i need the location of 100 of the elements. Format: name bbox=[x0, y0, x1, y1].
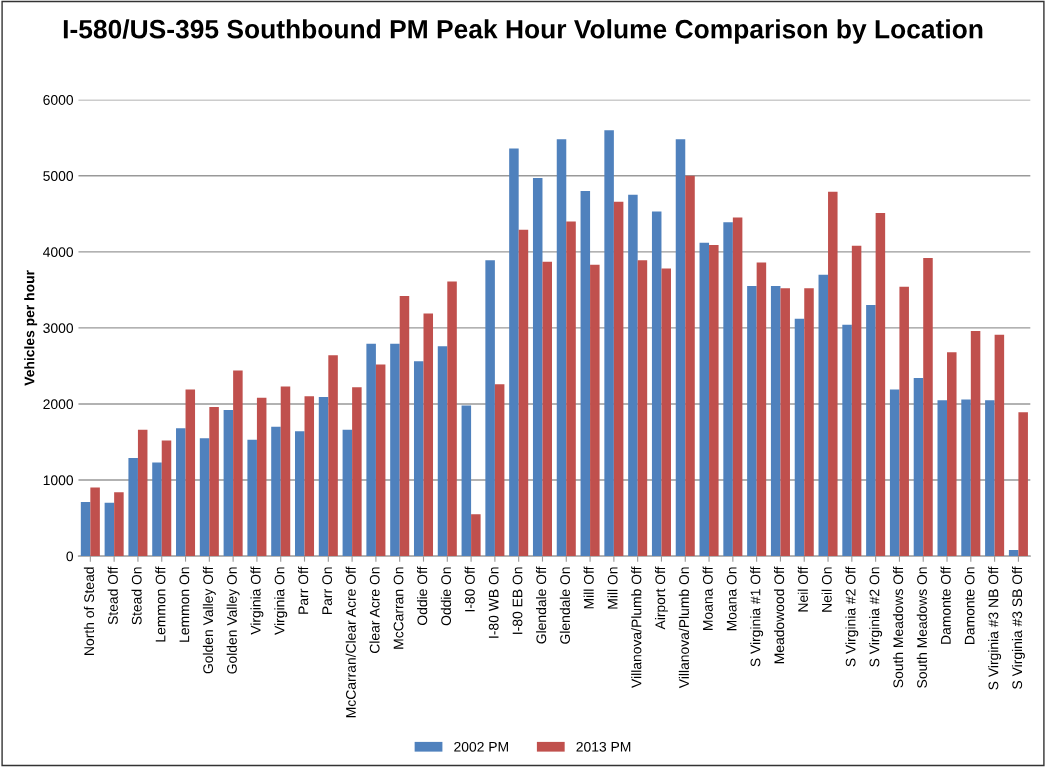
x-tick-label: Meadowood Off bbox=[773, 566, 785, 664]
x-tick-label: Stead On bbox=[131, 567, 142, 625]
bar bbox=[199, 438, 210, 557]
x-tick-label: Villanova/Plumb On bbox=[678, 567, 689, 689]
x-tick-label: I-80 Off bbox=[464, 566, 475, 612]
y-tick-label: 5000 bbox=[43, 171, 74, 181]
bar bbox=[613, 201, 624, 557]
bar bbox=[794, 318, 805, 557]
x-tick-label: Mill On bbox=[607, 567, 618, 609]
y-tick-label: 1000 bbox=[43, 475, 74, 486]
x-tick-label: Moana Off bbox=[702, 566, 713, 630]
bar bbox=[747, 286, 757, 557]
bar bbox=[342, 429, 353, 557]
bar bbox=[161, 440, 172, 557]
bar bbox=[90, 487, 100, 557]
bar bbox=[675, 139, 686, 557]
bar bbox=[518, 229, 529, 557]
bar bbox=[280, 386, 291, 557]
x-tick-label: Damonte On bbox=[964, 567, 975, 645]
bar bbox=[137, 429, 148, 557]
bar bbox=[913, 378, 924, 557]
x-tick-label: S Virginia #2 Off bbox=[845, 566, 859, 667]
bar bbox=[328, 355, 338, 557]
x-tick-label: Virginia Off bbox=[250, 566, 264, 635]
bar bbox=[732, 217, 743, 557]
x-tick-label: S Virginia #3 SB Off bbox=[1011, 566, 1025, 689]
bar bbox=[304, 396, 315, 557]
bar bbox=[471, 514, 481, 557]
y-tick-label: 3000 bbox=[43, 323, 74, 334]
bar bbox=[128, 457, 138, 557]
bar bbox=[1008, 549, 1019, 557]
x-tick-label: Airport Off bbox=[654, 566, 668, 630]
bar bbox=[366, 343, 376, 557]
x-tick-label: Golden Valley On bbox=[226, 567, 240, 674]
x-tick-label: Villanova/Plumb Off bbox=[631, 566, 642, 688]
bar bbox=[780, 288, 790, 557]
bar bbox=[247, 439, 257, 557]
bar bbox=[532, 178, 543, 557]
bar bbox=[375, 364, 386, 557]
bar bbox=[509, 148, 519, 557]
bar bbox=[114, 492, 124, 557]
x-tick-label: Parr Off bbox=[298, 566, 309, 614]
bar bbox=[723, 222, 733, 557]
bar bbox=[413, 361, 424, 557]
bar bbox=[961, 399, 971, 557]
bar bbox=[399, 295, 410, 557]
legend-label: 2013 PM bbox=[576, 741, 631, 752]
x-tick-label: North of Stead bbox=[83, 567, 95, 655]
bar bbox=[447, 281, 457, 557]
bar bbox=[1018, 412, 1028, 557]
bar bbox=[176, 428, 186, 557]
x-tick-label: I-80 WB On bbox=[488, 567, 499, 638]
bar bbox=[709, 244, 719, 557]
chart-title: I-580/US-395 Southbound PM Peak Hour Volume Comparison by Location bbox=[63, 19, 983, 44]
bar bbox=[851, 245, 862, 557]
x-tick-label: Neil On bbox=[821, 567, 832, 612]
bar bbox=[770, 286, 781, 557]
x-tick-label: South Meadows On bbox=[916, 567, 927, 688]
bar bbox=[923, 257, 933, 557]
bar bbox=[818, 274, 829, 557]
bar bbox=[461, 405, 472, 557]
x-tick-label: Lemmon Off bbox=[155, 566, 166, 642]
y-axis-title: Vehicles per hour bbox=[24, 270, 38, 386]
bar bbox=[628, 194, 638, 557]
bar bbox=[985, 400, 995, 557]
bar bbox=[828, 191, 838, 557]
x-tick-label: Oddie On bbox=[440, 567, 452, 626]
bar bbox=[233, 370, 243, 557]
bar bbox=[556, 139, 567, 557]
x-tick-label: Parr On bbox=[322, 567, 333, 614]
x-tick-label: Golden Valley Off bbox=[202, 566, 216, 674]
x-tick-label: S Virginia #3 NB Off bbox=[988, 566, 1002, 690]
x-tick-label: Damonte Off bbox=[940, 566, 951, 644]
x-tick-label: I-80 EB On bbox=[512, 567, 523, 634]
x-tick-label: Stead Off bbox=[107, 566, 118, 625]
bar bbox=[542, 261, 552, 557]
x-tick-label: Clear Acre On bbox=[369, 567, 380, 654]
legend-label: 2002 PM bbox=[454, 741, 508, 752]
bar bbox=[209, 407, 219, 557]
bar bbox=[842, 324, 852, 557]
x-tick-label: Lemmon On bbox=[179, 567, 190, 642]
bar bbox=[947, 352, 957, 557]
bar bbox=[223, 410, 234, 557]
x-tick-label: McCarran/Clear Acre Off bbox=[345, 566, 356, 718]
x-tick-label: Mill Off bbox=[583, 566, 594, 609]
y-tick-label: 2000 bbox=[43, 399, 74, 410]
x-tick-label: S Virginia #2 On bbox=[869, 567, 883, 667]
bar bbox=[699, 242, 710, 557]
bar bbox=[485, 260, 495, 557]
x-tick-label: Neil Off bbox=[797, 566, 808, 612]
bar bbox=[104, 502, 115, 557]
x-tick-label: Virginia On bbox=[274, 567, 288, 635]
bar bbox=[685, 175, 695, 557]
x-tick-label: Oddie Off bbox=[417, 566, 428, 626]
bar bbox=[271, 426, 281, 557]
bar bbox=[494, 384, 505, 557]
bar bbox=[423, 313, 434, 557]
bar bbox=[994, 334, 1005, 557]
bar bbox=[185, 389, 196, 557]
x-tick-label: Glendale Off bbox=[536, 566, 547, 644]
